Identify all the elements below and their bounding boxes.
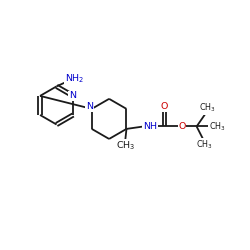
- Text: N: N: [69, 92, 76, 100]
- Text: O: O: [161, 102, 168, 112]
- Text: N: N: [86, 102, 93, 112]
- Text: NH$_2$: NH$_2$: [65, 72, 84, 85]
- Text: CH$_3$: CH$_3$: [199, 102, 216, 115]
- Text: NH: NH: [143, 122, 157, 131]
- Text: CH$_3$: CH$_3$: [116, 140, 135, 152]
- Text: CH$_3$: CH$_3$: [196, 138, 213, 151]
- Text: O: O: [178, 122, 186, 131]
- Text: CH$_3$: CH$_3$: [209, 120, 226, 133]
